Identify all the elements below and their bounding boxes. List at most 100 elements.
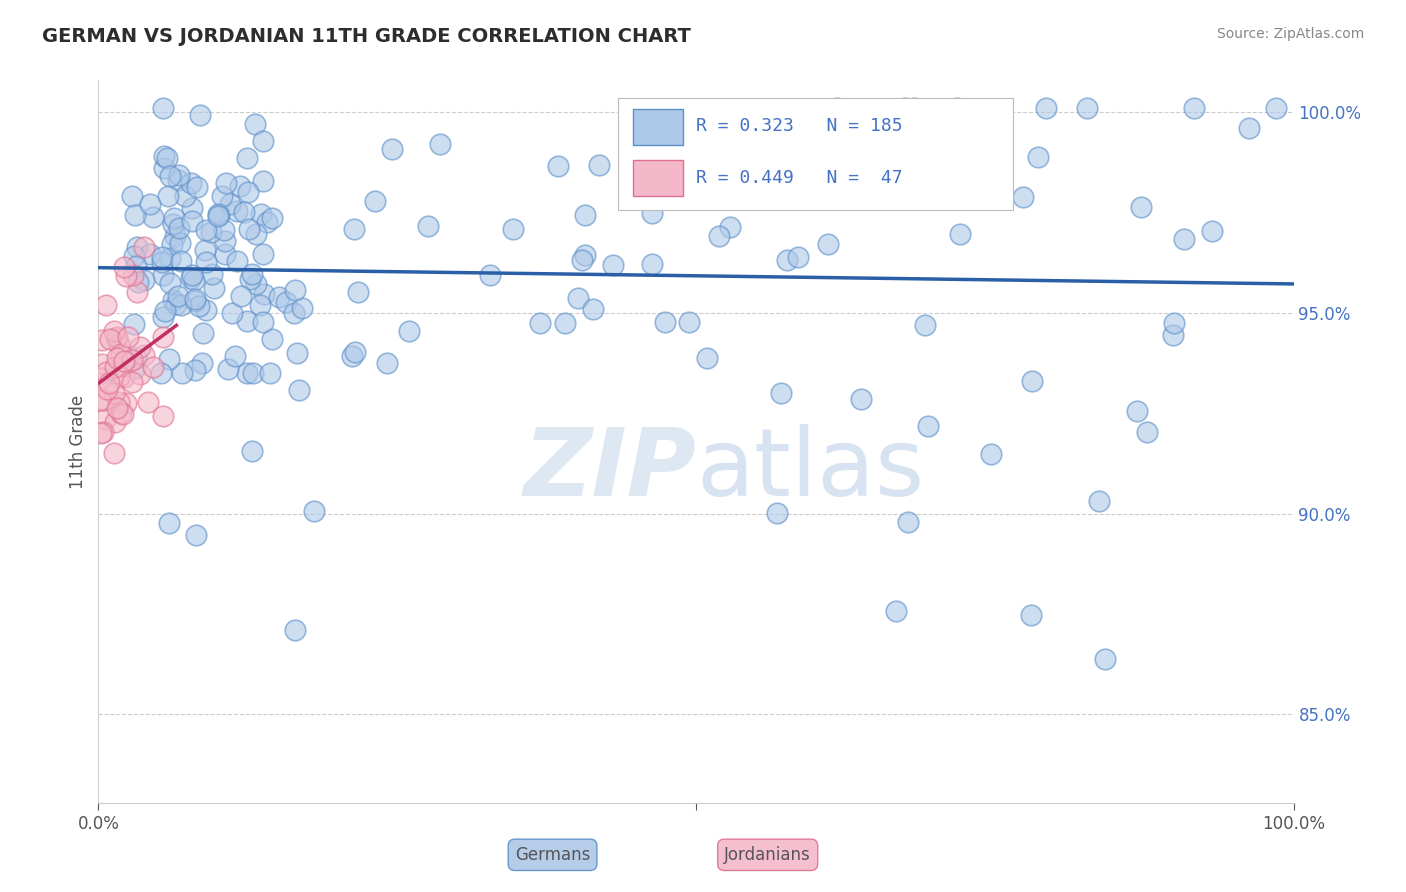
Point — [240, 267, 263, 281]
Point — [132, 273, 155, 287]
Point — [208, 208, 231, 222]
Point — [274, 295, 297, 310]
Point — [571, 252, 593, 267]
Point — [903, 171, 925, 186]
Point — [115, 269, 138, 284]
Point — [107, 394, 129, 409]
Point — [343, 222, 366, 236]
Point — [267, 290, 290, 304]
Point — [238, 222, 260, 236]
Point — [108, 369, 131, 384]
Point — [252, 174, 274, 188]
Point — [238, 185, 260, 199]
Point — [91, 425, 114, 440]
Point — [152, 102, 174, 116]
Point — [236, 314, 259, 328]
Point — [162, 217, 184, 231]
Point — [200, 225, 222, 239]
Point — [159, 169, 181, 184]
Bar — [633, 109, 683, 145]
Point — [574, 248, 596, 262]
Point — [1173, 232, 1195, 246]
Point — [284, 623, 307, 637]
Point — [547, 159, 569, 173]
Point — [124, 361, 146, 376]
Y-axis label: 11th Grade: 11th Grade — [69, 394, 87, 489]
Point — [256, 214, 278, 228]
Point — [240, 443, 263, 458]
Point — [121, 352, 143, 367]
Point — [165, 229, 187, 244]
Point — [188, 108, 211, 122]
Point — [243, 117, 266, 131]
Point — [249, 298, 271, 312]
Point — [125, 285, 148, 299]
Point — [128, 340, 150, 354]
Point — [252, 247, 274, 261]
Point — [554, 316, 576, 330]
Text: ZIP: ZIP — [523, 425, 696, 516]
Point — [191, 326, 214, 341]
Point — [159, 251, 181, 265]
Point — [217, 362, 239, 376]
Point — [1021, 375, 1043, 389]
Point — [90, 425, 112, 440]
Point — [775, 150, 797, 164]
Point — [769, 386, 792, 401]
Point — [221, 306, 243, 320]
Point — [340, 349, 363, 363]
Point — [776, 253, 799, 268]
Point — [170, 253, 193, 268]
Point — [139, 196, 162, 211]
Point — [207, 209, 229, 223]
Point — [1026, 149, 1049, 163]
Point — [107, 337, 129, 351]
Point — [212, 223, 235, 237]
Point — [184, 527, 207, 541]
Text: Jordanians: Jordanians — [724, 846, 811, 863]
Point — [640, 206, 662, 220]
Point — [167, 173, 190, 187]
Point — [184, 292, 207, 306]
Point — [180, 268, 202, 283]
Point — [90, 370, 112, 384]
Point — [894, 102, 917, 116]
Point — [231, 289, 253, 303]
Point — [239, 272, 262, 286]
Point — [91, 333, 114, 347]
Point — [98, 376, 121, 390]
Point — [188, 299, 211, 313]
Point — [157, 516, 180, 530]
Point — [105, 401, 128, 416]
Point — [124, 249, 146, 263]
Point — [112, 354, 135, 368]
Point — [250, 207, 273, 221]
Point — [127, 240, 149, 254]
Bar — [633, 160, 683, 196]
Point — [124, 208, 146, 222]
Point — [502, 221, 524, 235]
Point — [849, 392, 872, 407]
Point — [1088, 494, 1111, 508]
Point — [194, 223, 217, 237]
Point — [922, 145, 945, 160]
Point — [174, 189, 197, 203]
Point — [621, 169, 644, 184]
Point — [252, 135, 274, 149]
Point — [914, 318, 936, 332]
Point — [219, 196, 242, 211]
Point — [529, 316, 551, 330]
Point — [283, 306, 305, 320]
Point — [160, 237, 183, 252]
Point — [124, 351, 146, 366]
Point — [398, 324, 420, 338]
Point — [201, 267, 224, 281]
Point — [180, 271, 202, 285]
Point — [150, 250, 173, 264]
Point — [153, 161, 176, 176]
Point — [870, 145, 893, 160]
Text: R = 0.449   N =  47: R = 0.449 N = 47 — [696, 169, 903, 186]
Point — [152, 329, 174, 343]
Point — [582, 302, 605, 317]
Point — [194, 302, 217, 317]
